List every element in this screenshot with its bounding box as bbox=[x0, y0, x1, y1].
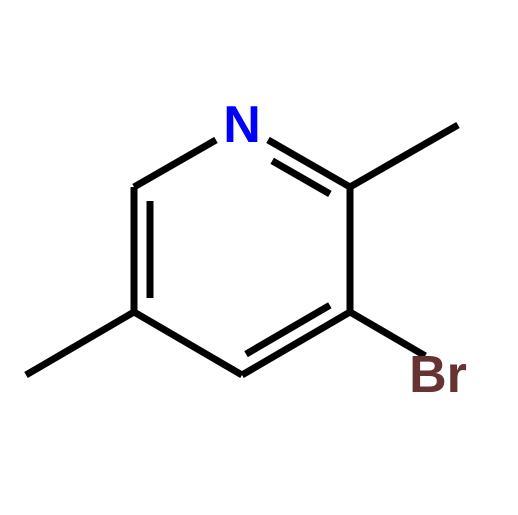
atom-label-n: N bbox=[223, 96, 261, 154]
molecule-diagram: N Br bbox=[0, 0, 518, 515]
atom-label-br: Br bbox=[409, 346, 467, 404]
